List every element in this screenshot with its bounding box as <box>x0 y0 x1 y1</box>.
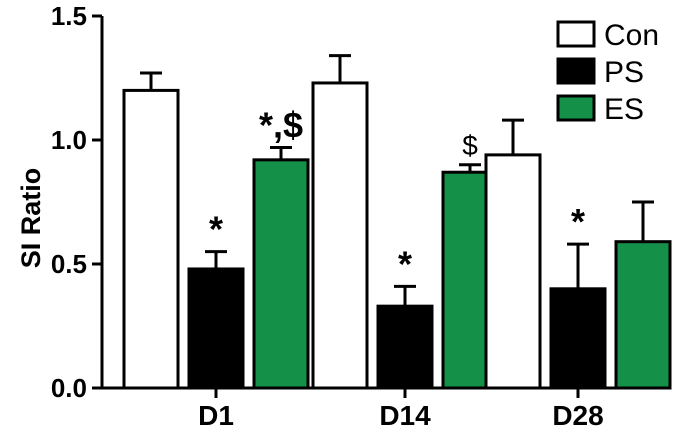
bar-ps-d14 <box>376 304 434 390</box>
y-tick-label: 1.0 <box>51 125 87 155</box>
bar-es-d28 <box>614 240 672 390</box>
bar-es-d1 <box>252 158 310 390</box>
bar-con-d28 <box>484 153 542 390</box>
bar-con-d14 <box>311 81 369 390</box>
legend-swatch-es <box>556 94 596 122</box>
x-tick-label: D14 <box>379 400 431 431</box>
legend-swatch-ps <box>556 57 596 85</box>
x-tick-label: D28 <box>552 400 603 431</box>
axes: 0.0 0.5 1.0 1.5 D1 D14 D28 <box>51 1 640 431</box>
legend-label-ps: PS <box>604 56 644 89</box>
significance-annotation: * <box>209 209 223 250</box>
y-tick-label: 0.0 <box>51 373 87 403</box>
legend-label-es: ES <box>604 93 644 126</box>
bars: * *,$ * $ * <box>122 54 672 390</box>
x-tick-label: D1 <box>198 400 234 431</box>
significance-annotation: *,$ <box>259 104 303 145</box>
legend: Con PS ES <box>556 19 659 126</box>
y-axis-label: SI Ratio <box>16 168 46 269</box>
significance-annotation: * <box>398 243 412 284</box>
significance-annotation: * <box>571 201 585 242</box>
bar-con-d1 <box>122 88 180 390</box>
y-tick-label: 0.5 <box>51 249 87 279</box>
bar-ps-d1 <box>187 267 245 390</box>
legend-swatch-con <box>556 20 596 48</box>
bar-ps-d28 <box>549 287 607 390</box>
legend-label-con: Con <box>604 19 659 52</box>
y-tick-label: 1.5 <box>51 1 87 31</box>
significance-annotation: $ <box>462 130 478 161</box>
